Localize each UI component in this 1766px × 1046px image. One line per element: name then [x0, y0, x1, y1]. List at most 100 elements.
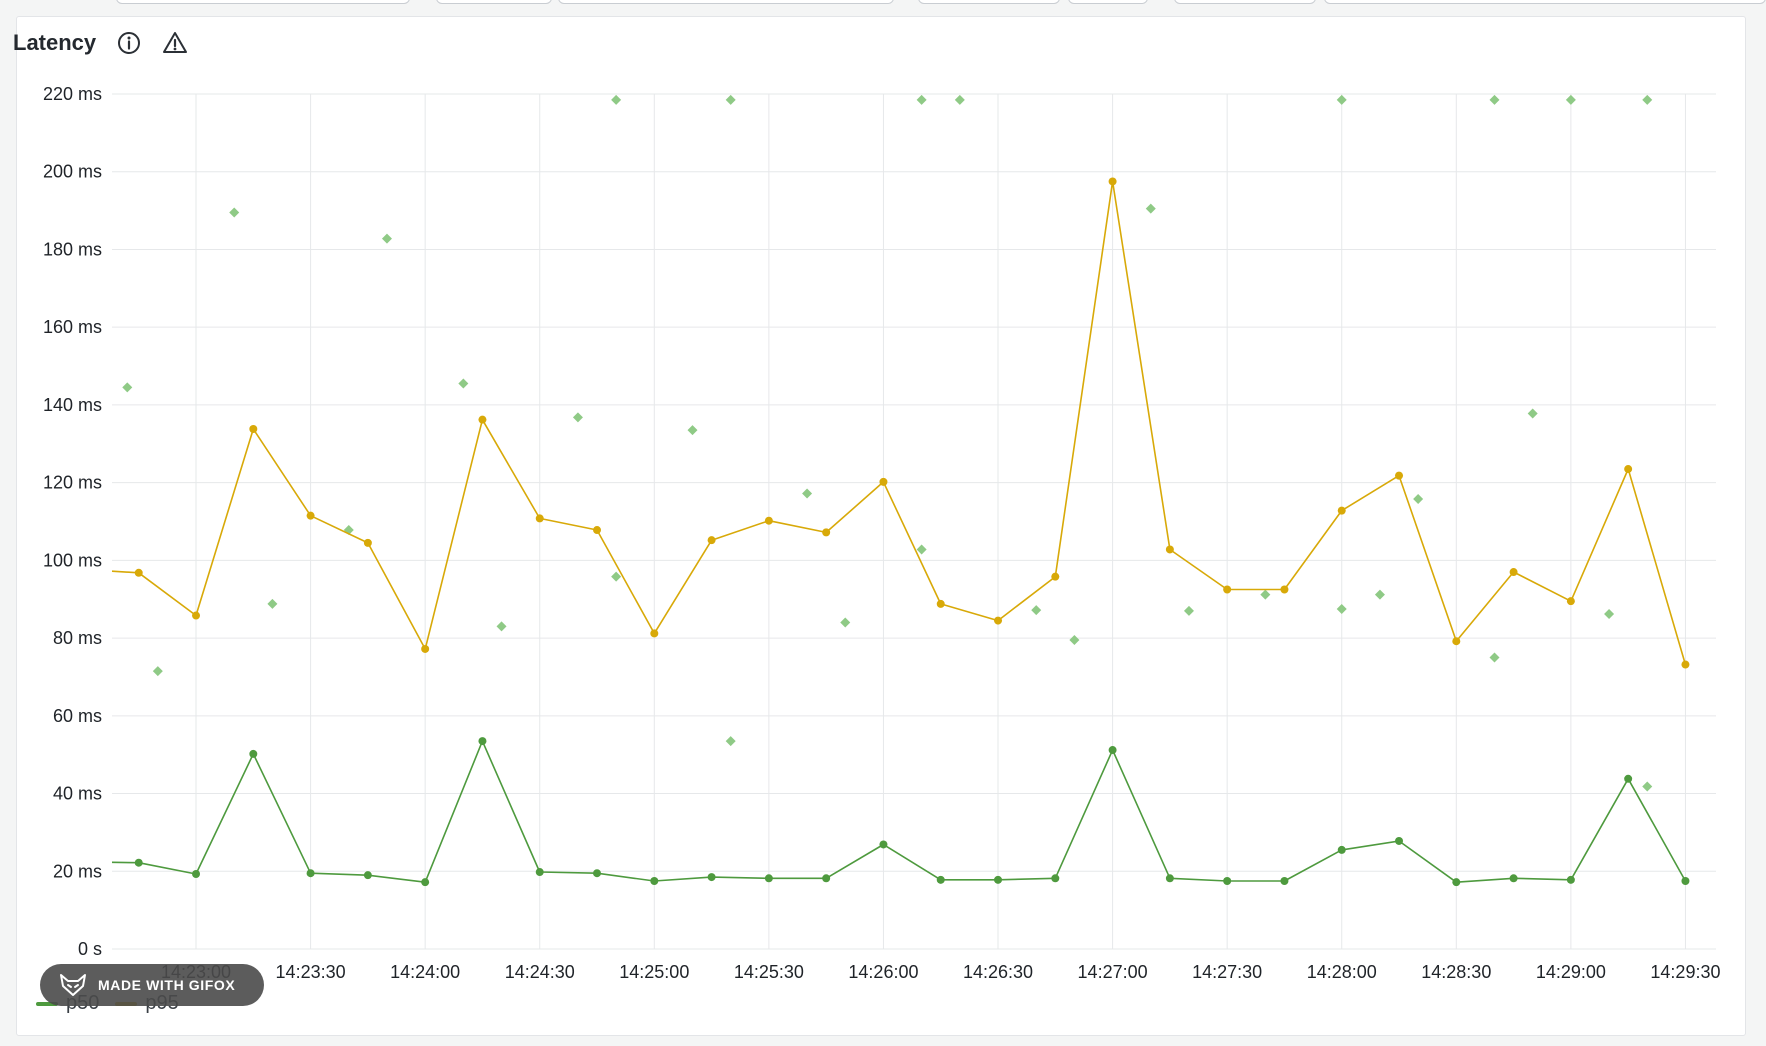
- scatter-point: [916, 544, 927, 555]
- y-tick-label: 140 ms: [43, 395, 102, 415]
- data-point-p50: [134, 858, 143, 867]
- x-tick-label: 14:29:30: [1650, 962, 1720, 982]
- info-circle-icon[interactable]: [116, 30, 142, 56]
- y-tick-label: 20 ms: [53, 861, 102, 881]
- data-point-p95: [1337, 506, 1346, 515]
- data-point-p50: [1566, 875, 1575, 884]
- y-tick-label: 100 ms: [43, 550, 102, 570]
- data-point-p95: [478, 415, 487, 424]
- series-line-p95: [111, 180, 1687, 665]
- data-point-p50: [535, 868, 544, 877]
- scatter-point: [381, 233, 392, 244]
- data-point-p95: [879, 477, 888, 486]
- data-point-p95: [1395, 471, 1404, 480]
- scatter-point: [1642, 94, 1653, 105]
- data-point-p95: [1280, 585, 1289, 594]
- data-point-p50: [1681, 876, 1690, 885]
- data-point-p50: [1280, 876, 1289, 885]
- scatter-point: [1565, 94, 1576, 105]
- x-tick-label: 14:23:30: [276, 962, 346, 982]
- scatter-point: [1489, 94, 1500, 105]
- data-point-p95: [650, 629, 659, 638]
- data-point-p95: [1223, 585, 1232, 594]
- x-tick-label: 14:26:30: [963, 962, 1033, 982]
- data-point-p50: [593, 869, 602, 878]
- scatter-point: [611, 571, 622, 582]
- y-tick-label: 0 s: [78, 939, 102, 959]
- x-tick-label: 14:27:00: [1078, 962, 1148, 982]
- data-point-p95: [249, 425, 258, 434]
- x-tick-label: 14:27:30: [1192, 962, 1262, 982]
- y-axis: 0 s 20 ms 40 ms 60 ms 80 ms 100 ms 120 ms 140 m…: [43, 84, 102, 959]
- data-point-p95: [363, 538, 372, 547]
- y-tick-label: 120 ms: [43, 473, 102, 493]
- panel-title: Latency: [13, 30, 97, 55]
- scatter-point: [1183, 605, 1194, 616]
- data-point-p50: [650, 876, 659, 885]
- fox-logo-icon: [60, 974, 86, 996]
- scatter-point: [802, 488, 813, 499]
- data-point-p95: [535, 514, 544, 523]
- x-tick-label: 14:24:30: [505, 962, 575, 982]
- data-point-p95: [421, 644, 430, 653]
- scatter-point: [840, 617, 851, 628]
- scatter-point: [1031, 605, 1042, 616]
- x-tick-label: 14:28:30: [1421, 962, 1491, 982]
- gifox-watermark: MADE WITH GIFOX: [40, 964, 264, 1006]
- data-point-p50: [306, 869, 315, 878]
- data-point-p95: [764, 516, 773, 525]
- data-point-p95: [306, 511, 315, 520]
- data-point-p50: [478, 737, 487, 746]
- scatter-point: [611, 94, 622, 105]
- data-point-p50: [192, 869, 201, 878]
- latency-panel: [16, 16, 1746, 1036]
- data-point-p50: [421, 878, 430, 887]
- data-point-p95: [593, 526, 602, 535]
- data-point-p50: [879, 840, 888, 849]
- data-point-p95: [1108, 177, 1117, 186]
- data-point-p95: [192, 611, 201, 620]
- data-point-p50: [1395, 836, 1404, 845]
- data-point-p50: [1165, 874, 1174, 883]
- scatter-point: [1489, 652, 1500, 663]
- panel-header: Latency: [13, 26, 188, 60]
- data-point-p95: [1681, 660, 1690, 669]
- data-point-p95: [994, 616, 1003, 625]
- data-point-p95: [822, 528, 831, 537]
- y-tick-label: 180 ms: [43, 239, 102, 259]
- data-point-p50: [764, 874, 773, 883]
- x-axis: 14:23:0014:23:3014:24:0014:24:3014:25:00…: [161, 962, 1721, 982]
- data-point-p50: [1108, 746, 1117, 755]
- grid: [112, 93, 1716, 950]
- data-point-p50: [1337, 845, 1346, 854]
- scatter-point: [1374, 589, 1385, 600]
- scatter-point: [572, 412, 583, 423]
- scatter-point: [267, 598, 278, 609]
- x-tick-label: 14:29:00: [1536, 962, 1606, 982]
- data-point-p50: [1509, 874, 1518, 883]
- series-line-p50: [111, 740, 1687, 884]
- scatter-point: [496, 621, 507, 632]
- data-point-p95: [936, 599, 945, 608]
- x-tick-label: 14:25:00: [619, 962, 689, 982]
- data-point-p95: [1509, 568, 1518, 577]
- scatter-point: [1527, 408, 1538, 419]
- data-point-p95: [1624, 465, 1633, 474]
- x-tick-label: 14:25:30: [734, 962, 804, 982]
- data-point-p95: [1452, 637, 1461, 646]
- x-tick-label: 14:28:00: [1307, 962, 1377, 982]
- warning-triangle-icon[interactable]: [162, 30, 188, 56]
- y-tick-label: 220 ms: [43, 84, 102, 104]
- data-point-p95: [1165, 545, 1174, 554]
- data-point-p50: [994, 875, 1003, 884]
- data-point-p50: [1051, 874, 1060, 883]
- line-series: [111, 177, 1690, 887]
- y-tick-label: 60 ms: [53, 706, 102, 726]
- data-point-p50: [1624, 774, 1633, 783]
- data-point-p95: [1051, 572, 1060, 581]
- data-point-p50: [363, 871, 372, 880]
- scatter-point: [1413, 493, 1424, 504]
- scatter-point: [1260, 589, 1271, 600]
- data-point-p95: [1566, 597, 1575, 606]
